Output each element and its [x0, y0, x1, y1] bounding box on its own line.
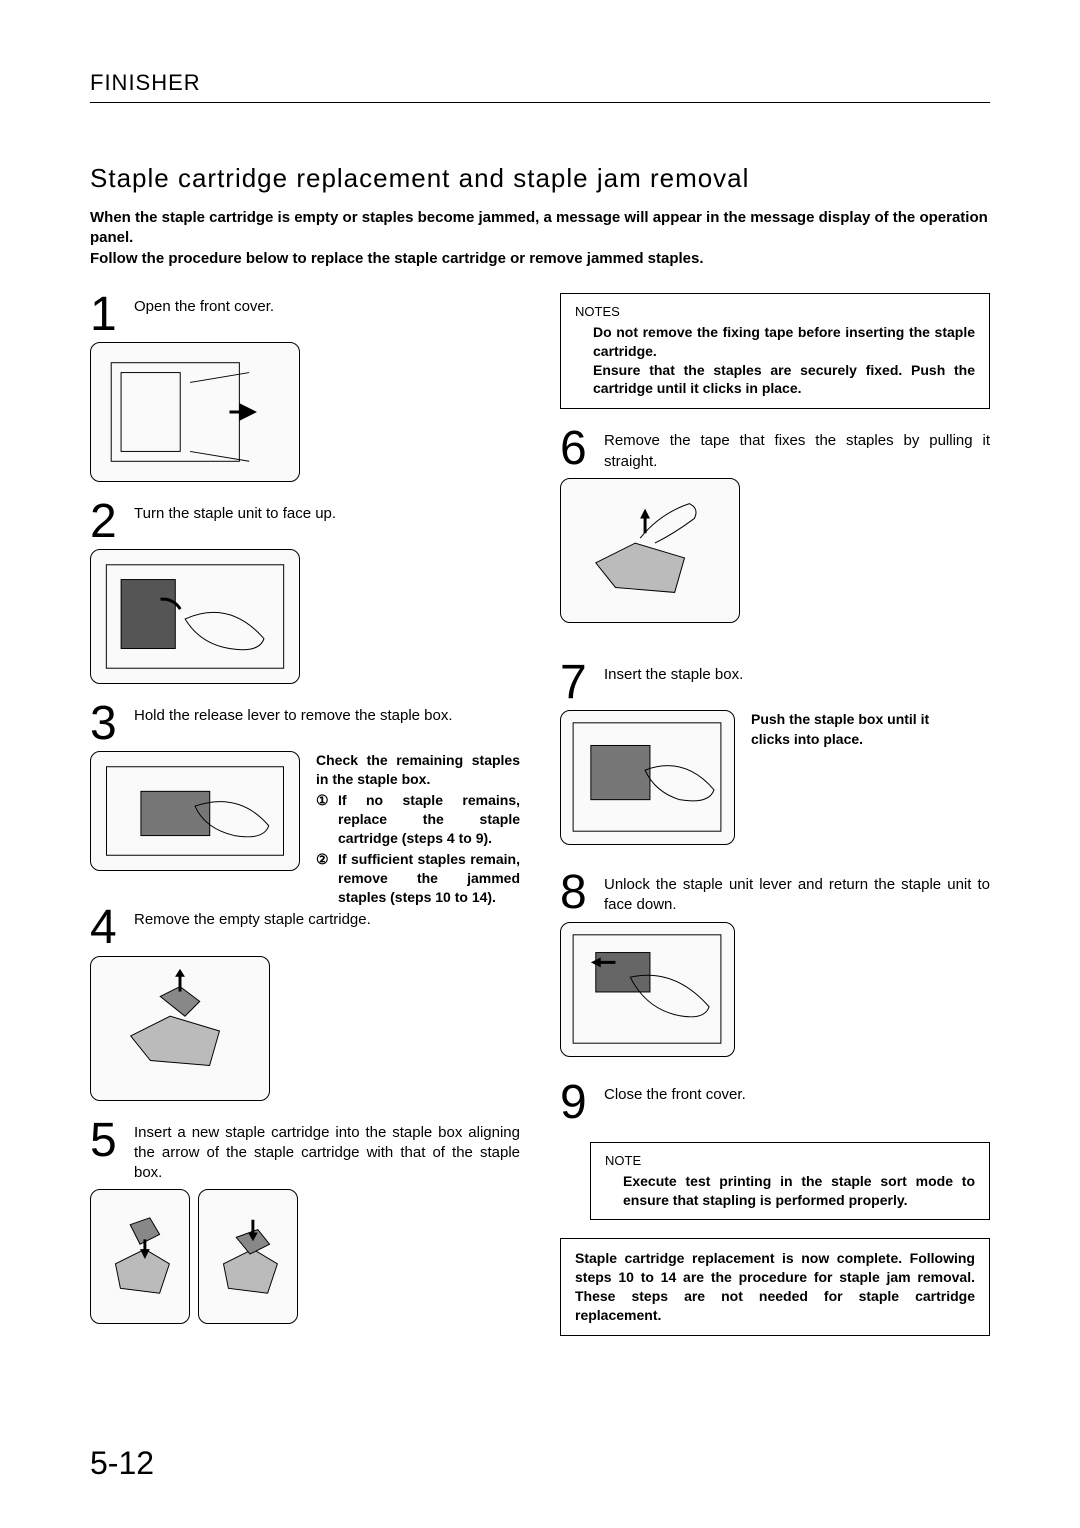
step-number: 3	[90, 702, 124, 745]
figure-open-cover	[90, 342, 300, 482]
note2-box: NOTE Execute test printing in the staple…	[590, 1142, 990, 1221]
step-number: 1	[90, 293, 124, 336]
step-3: 3 Hold the release lever to remove the s…	[90, 702, 520, 745]
notes-title: NOTES	[575, 304, 975, 319]
step-9: 9 Close the front cover.	[560, 1081, 990, 1124]
step-8: 8 Unlock the staple unit lever and retur…	[560, 871, 990, 916]
right-column: NOTES Do not remove the fixing tape befo…	[560, 293, 990, 1354]
step-text: Remove the tape that fixes the staples b…	[604, 427, 990, 472]
figure-unlock-lever	[560, 922, 735, 1057]
step-number: 8	[560, 871, 594, 914]
step-text: Open the front cover.	[134, 293, 274, 317]
step-5: 5 Insert a new staple cartridge into the…	[90, 1119, 520, 1184]
figure-release-lever	[90, 751, 300, 871]
step-number: 5	[90, 1119, 124, 1162]
figure-turn-unit	[90, 549, 300, 684]
step-text: Insert the staple box.	[604, 661, 743, 685]
step-6: 6 Remove the tape that fixes the staples…	[560, 427, 990, 472]
intro-line1: When the staple cartridge is empty or st…	[90, 209, 988, 246]
step-text: Turn the staple unit to face up.	[134, 500, 336, 524]
step-text: Unlock the staple unit lever and return …	[604, 871, 990, 916]
sidebar-item2: If sufficient staples remain, remove the…	[338, 850, 520, 907]
figure-remove-tape	[560, 478, 740, 623]
section-title: Staple cartridge replacement and staple …	[90, 163, 990, 194]
step-number: 4	[90, 906, 124, 949]
figure-insert-box	[560, 710, 735, 845]
note2-title: NOTE	[605, 1153, 975, 1168]
step-number: 7	[560, 661, 594, 704]
notes-line2: Ensure that the staples are securely fix…	[593, 362, 975, 397]
step7-aside: Push the staple box until it clicks into…	[751, 710, 941, 749]
step-number: 6	[560, 427, 594, 470]
left-column: 1 Open the front cover. 2 Turn the stapl…	[90, 293, 520, 1354]
page-header: FINISHER	[90, 70, 990, 103]
circled-1: ①	[316, 791, 332, 848]
completion-text: Staple cartridge replacement is now comp…	[575, 1249, 975, 1325]
step-7: 7 Insert the staple box.	[560, 661, 990, 704]
step-text: Remove the empty staple cartridge.	[134, 906, 371, 930]
sidebar-heading: Check the remaining staples in the stapl…	[316, 751, 520, 789]
notes-box: NOTES Do not remove the fixing tape befo…	[560, 293, 990, 410]
circled-2: ②	[316, 850, 332, 907]
step-4: 4 Remove the empty staple cartridge.	[90, 906, 520, 949]
step-text: Insert a new staple cartridge into the s…	[134, 1119, 520, 1184]
notes-body: Do not remove the fixing tape before ins…	[575, 323, 975, 399]
columns: 1 Open the front cover. 2 Turn the stapl…	[90, 293, 990, 1354]
step-2: 2 Turn the staple unit to face up.	[90, 500, 520, 543]
intro-line2: Follow the procedure below to replace th…	[90, 250, 704, 267]
step-number: 2	[90, 500, 124, 543]
figure-insert-cartridge	[90, 1189, 520, 1324]
figure-remove-cartridge	[90, 956, 270, 1101]
step3-sidebar: Check the remaining staples in the stapl…	[316, 751, 520, 906]
completion-box: Staple cartridge replacement is now comp…	[560, 1238, 990, 1336]
step-1: 1 Open the front cover.	[90, 293, 520, 336]
step-text: Close the front cover.	[604, 1081, 746, 1105]
step-number: 9	[560, 1081, 594, 1124]
step-text: Hold the release lever to remove the sta…	[134, 702, 453, 726]
sidebar-item1: If no staple remains, replace the staple…	[338, 791, 520, 848]
intro-text: When the staple cartridge is empty or st…	[90, 208, 990, 269]
note2-body: Execute test printing in the staple sort…	[605, 1172, 975, 1210]
notes-line1: Do not remove the fixing tape before ins…	[593, 324, 975, 359]
page-number: 5-12	[90, 1445, 154, 1482]
